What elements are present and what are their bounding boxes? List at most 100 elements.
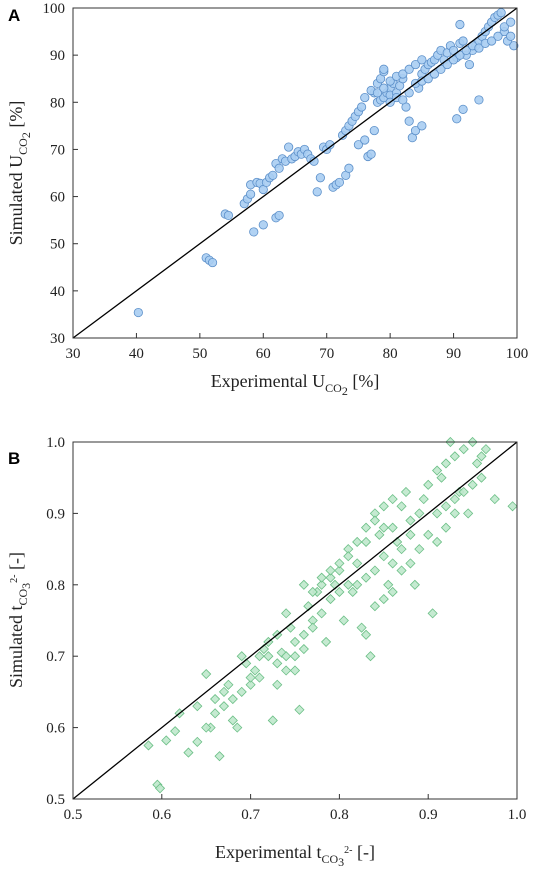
panel-a-data-point — [458, 36, 468, 46]
panel-b-y-tick-label: 0.8 — [46, 578, 65, 594]
panel-b-data-point — [325, 572, 336, 583]
panel-b-data-point — [316, 579, 327, 590]
panel-a-data-point — [268, 170, 278, 180]
panel-b-data-point — [267, 715, 278, 726]
panel-b-data-point — [281, 651, 292, 662]
panel-b-y-tick-label: 0.5 — [46, 792, 65, 808]
panel-b: B 0.5 0.6 0.7 0.8 0.9 1.0 0.50.60.70.80.91.0 … — [6, 435, 526, 869]
panel-b-data-point — [192, 701, 203, 712]
panel-a-data-point — [353, 140, 364, 150]
panel-a-data-point — [284, 142, 294, 152]
panel-b-data-point — [325, 565, 336, 576]
panel-a-data-point — [385, 76, 395, 86]
panel-b-data-point — [254, 672, 265, 683]
panel-b-data-point — [183, 747, 194, 758]
panel-b-data-point — [334, 558, 345, 569]
panel-b-data-point — [343, 551, 354, 562]
panel-a-plot-frame — [72, 7, 518, 339]
panel-b-data-point — [214, 751, 225, 762]
panel-b-data-point — [414, 508, 425, 519]
panel-b-y-tick-label: 0.6 — [46, 721, 65, 737]
panel-b-data-point — [272, 658, 283, 669]
panel-b-data-point — [458, 486, 469, 498]
panel-a-data-point — [509, 41, 519, 51]
panel-b-data-point — [298, 629, 309, 640]
panel-a-data-point — [360, 92, 370, 103]
panel-b-y-axis-title: Simulated tCO32- [-] — [6, 552, 33, 688]
panel-b-data-point — [227, 715, 238, 726]
panel-b-y-ticks: 0.5 0.6 0.7 0.8 0.9 1.0 — [46, 435, 78, 808]
panel-a-data-point — [452, 114, 462, 124]
panel-b-data-point — [507, 501, 518, 512]
panel-a-y-tick-label: 80 — [50, 95, 65, 111]
panel-b-data-point — [352, 536, 363, 548]
panel-b-data-point — [427, 608, 438, 619]
panel-b-data-point — [307, 622, 318, 633]
panel-a-data-point — [398, 69, 408, 79]
panel-a-x-tick-label: 90 — [446, 346, 461, 362]
panel-b-data-point — [223, 679, 234, 690]
panel-a-x-ticks: 30 40 50 60 70 80 90 100 — [66, 333, 529, 362]
panel-b-data-point — [378, 551, 389, 562]
panel-b-data-point — [471, 458, 483, 469]
panel-b-data-point — [387, 494, 398, 505]
panel-a-data-point — [379, 83, 389, 93]
panel-b-data-point — [218, 701, 230, 712]
panel-a-data-point — [410, 59, 421, 70]
panel-b-data-point — [440, 522, 452, 533]
panel-b-data-point — [432, 465, 443, 476]
panel-a-data-point — [344, 163, 354, 173]
panel-b-y-tick-label: 1.0 — [46, 435, 65, 451]
panel-b-data-point — [263, 651, 274, 662]
panel-a-data-point — [274, 210, 284, 221]
panel-a-data-point — [258, 220, 268, 230]
panel-b-data-point — [360, 522, 372, 533]
panel-a-data-point — [366, 149, 376, 159]
panel-b-data-point — [343, 579, 354, 590]
panel-a-y-tick-label: 30 — [50, 331, 65, 347]
panel-a-parity-line — [72, 7, 518, 339]
panel-a-data-point — [474, 95, 484, 105]
panel-b-data-point — [338, 615, 349, 626]
panel-b-data-point — [387, 522, 398, 533]
panel-b-data-point — [154, 783, 166, 794]
panel-b-data-point — [210, 708, 221, 719]
panel-b-data-point — [334, 586, 345, 598]
panel-a-data-point — [207, 257, 218, 268]
panel-b-data-point — [360, 629, 372, 640]
panel-a-data-point — [379, 64, 389, 74]
panel-b-data-point — [170, 726, 181, 737]
panel-b-data-point — [298, 643, 309, 655]
panel-b-data-point — [467, 479, 478, 490]
panel-a-x-tick-label: 40 — [129, 346, 144, 362]
panel-b-data-point — [365, 651, 376, 662]
panel-b-data-point — [272, 679, 283, 690]
panel-b-data-point — [369, 515, 380, 526]
panel-a-points — [133, 8, 519, 318]
panel-b-data-point — [227, 693, 238, 705]
panel-b-letter: B — [8, 449, 20, 468]
panel-a-data-point — [474, 43, 484, 53]
panel-b-data-point — [245, 672, 256, 683]
panel-a-x-tick-label: 60 — [256, 346, 271, 362]
panel-b-parity-line — [72, 441, 518, 800]
panel-b-data-point — [480, 444, 491, 455]
panel-b-x-tick-label: 0.5 — [64, 807, 83, 823]
panel-a-data-point — [404, 64, 414, 74]
panel-a-data-point — [506, 17, 516, 27]
panel-b-data-point — [369, 565, 380, 576]
panel-b-data-point — [294, 704, 305, 715]
panel-b-data-point — [192, 736, 203, 747]
panel-b-data-point — [201, 722, 212, 733]
panel-b-data-point — [378, 522, 389, 533]
panel-a-x-tick-label: 50 — [192, 346, 207, 362]
panel-b-data-point — [405, 515, 416, 526]
panel-b-data-point — [418, 494, 429, 505]
panel-b-x-tick-label: 0.6 — [152, 807, 171, 823]
panel-a-x-tick-label: 100 — [506, 346, 529, 362]
panel-b-data-point — [298, 579, 309, 590]
panel-b-data-point — [210, 693, 221, 705]
panel-b-data-point — [383, 579, 394, 590]
panel-b-x-tick-label: 0.8 — [330, 807, 349, 823]
